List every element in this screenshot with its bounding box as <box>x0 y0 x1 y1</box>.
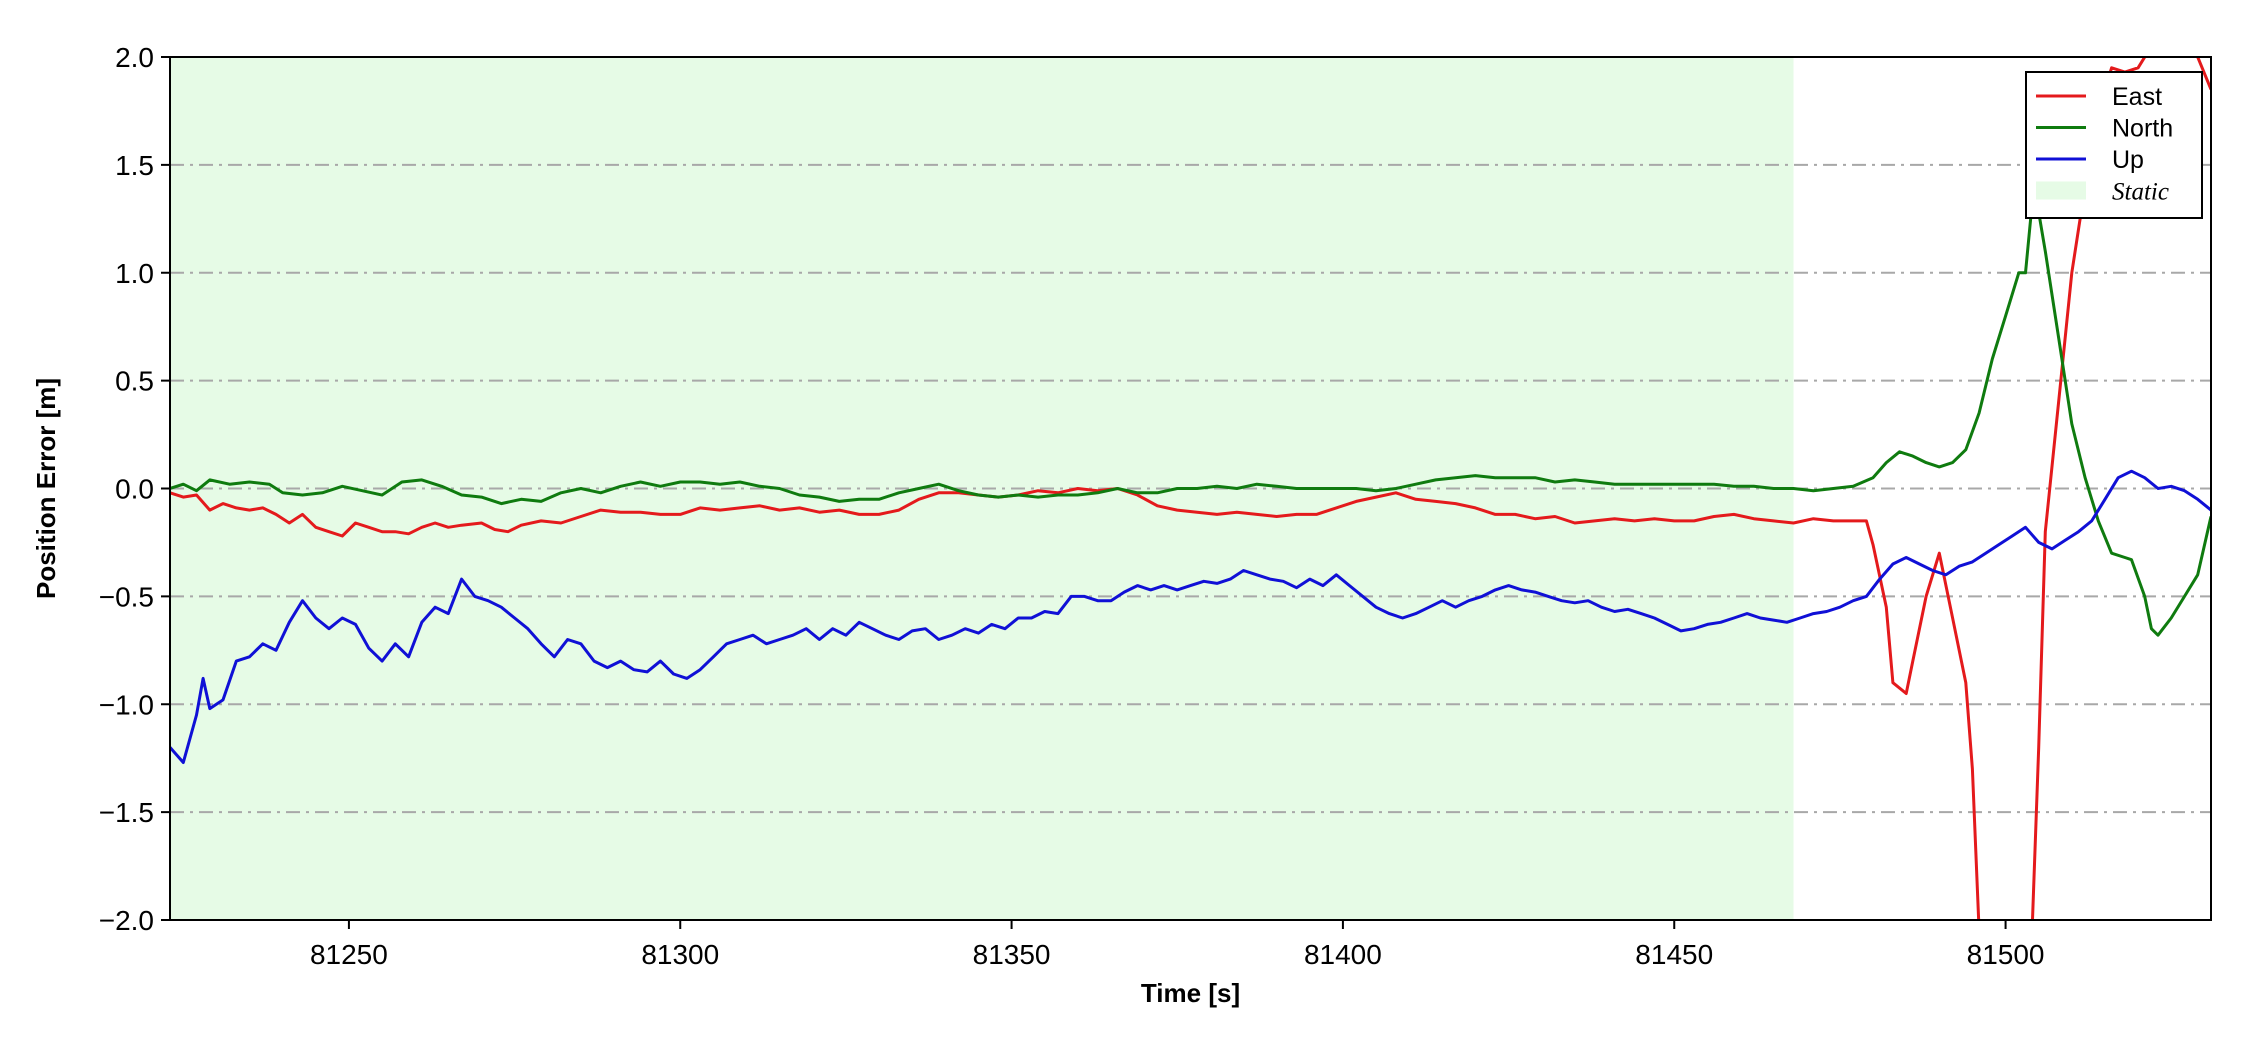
y-tick-label: −0.5 <box>99 581 154 612</box>
legend-label-static: Static <box>2112 179 2169 206</box>
series-layer <box>170 57 2211 920</box>
y-tick-label: 0.0 <box>115 474 154 505</box>
legend: East North Up Static <box>2025 71 2203 219</box>
x-axis-title: Time [s] <box>1141 978 1240 1008</box>
y-tick-label: 1.5 <box>115 150 154 181</box>
series-line-east <box>170 57 2211 920</box>
y-tick-label: 1.0 <box>115 258 154 289</box>
legend-label-east: East <box>2112 83 2162 111</box>
y-axis-title: Position Error [m] <box>31 378 61 599</box>
legend-label-up: Up <box>2112 146 2144 174</box>
y-axis: 2.0 1.5 1.0 0.5 0.0 −0.5 −1.0 −1.5 −2.0 <box>99 42 170 936</box>
series-line-north <box>170 202 2211 637</box>
legend-label-north: North <box>2112 115 2173 143</box>
x-tick-label: 81350 <box>973 939 1051 970</box>
x-tick-label: 81300 <box>641 939 719 970</box>
y-tick-label: −1.0 <box>99 689 154 720</box>
x-tick-label: 81400 <box>1304 939 1382 970</box>
x-tick-label: 81450 <box>1635 939 1713 970</box>
y-tick-label: −2.0 <box>99 905 154 936</box>
y-tick-label: 0.5 <box>115 366 154 397</box>
y-tick-label: 2.0 <box>115 42 154 73</box>
x-axis: 81250 81300 81350 81400 81450 81500 <box>310 920 2045 970</box>
series-line-up <box>170 469 2211 764</box>
y-tick-label: −1.5 <box>99 797 154 828</box>
x-tick-label: 81250 <box>310 939 388 970</box>
x-tick-label: 81500 <box>1967 939 2045 970</box>
legend-swatch-static <box>2036 181 2086 200</box>
